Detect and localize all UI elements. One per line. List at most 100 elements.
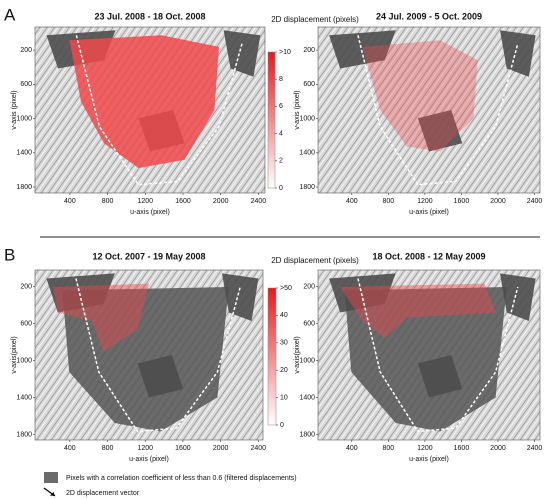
x-tick-label: 800 bbox=[102, 198, 114, 205]
x-axis-label: u-axis (pixel) bbox=[130, 209, 170, 216]
y-tick-label: 200 bbox=[20, 283, 32, 290]
x-tick-label: 2000 bbox=[213, 198, 229, 205]
x-tick-label: 2000 bbox=[490, 445, 506, 452]
colorbar bbox=[267, 287, 277, 426]
y-tick-label: 1800 bbox=[16, 184, 32, 191]
panel-letter: A bbox=[4, 5, 16, 24]
colorbar-tick-label: >50 bbox=[280, 285, 292, 292]
panel-letter: B bbox=[4, 245, 15, 264]
y-tick-label: 200 bbox=[20, 47, 32, 54]
x-axis-label: u-axis (pixel) bbox=[409, 209, 449, 216]
x-tick-label: 1200 bbox=[137, 198, 153, 205]
y-tick-label: 200 bbox=[303, 47, 315, 54]
map-frame bbox=[34, 269, 264, 441]
filtered-area bbox=[344, 287, 507, 432]
y-tick-label: 200 bbox=[303, 283, 315, 290]
map bbox=[34, 269, 264, 441]
x-tick-label: 2400 bbox=[527, 445, 543, 452]
map bbox=[317, 26, 541, 194]
filtered-area bbox=[329, 273, 396, 313]
map-title: 24 Jul. 2009 - 5 Oct. 2009 bbox=[376, 11, 482, 21]
colorbar-tick-label: >10 bbox=[279, 49, 291, 56]
filtered-area bbox=[222, 273, 259, 321]
y-tick-label: 1400 bbox=[16, 394, 32, 401]
x-tick-label: 2000 bbox=[213, 445, 229, 452]
map bbox=[34, 26, 266, 194]
map-title: 12 Oct. 2007 - 19 May 2008 bbox=[92, 251, 205, 261]
x-tick-label: 800 bbox=[383, 445, 395, 452]
filtered-area bbox=[46, 273, 115, 313]
y-axis-label: v-axis(pixel) bbox=[11, 336, 18, 373]
x-tick-label: 1200 bbox=[417, 198, 433, 205]
x-tick-label: 1600 bbox=[454, 445, 470, 452]
map-frame bbox=[317, 26, 541, 194]
y-tick-label: 1800 bbox=[299, 184, 315, 191]
colorbar-tick-label: 30 bbox=[280, 340, 288, 347]
boundary bbox=[357, 278, 519, 433]
y-axis-label: v-axis (pixel) bbox=[294, 90, 301, 129]
legend-label: Pixels with a correlation coefficient of… bbox=[66, 475, 297, 482]
y-tick-label: 1000 bbox=[299, 115, 315, 122]
colorbar-tick-label: 20 bbox=[280, 367, 288, 374]
legend-label: 2D displacement vector bbox=[66, 490, 140, 497]
filtered-area bbox=[329, 30, 396, 69]
colorbar-title: 2D displacement (pixels) bbox=[271, 256, 359, 265]
displacement-area bbox=[362, 40, 478, 152]
colorbar-tick-label: 2 bbox=[279, 158, 283, 165]
y-tick-label: 1400 bbox=[299, 150, 315, 157]
y-axis-label: v-axis(pixel) bbox=[294, 336, 301, 373]
colorbar-tick-label: 6 bbox=[279, 103, 283, 110]
map bbox=[317, 269, 541, 441]
x-tick-label: 1600 bbox=[175, 445, 191, 452]
filtered-area bbox=[62, 287, 229, 432]
legend-swatch bbox=[44, 472, 58, 483]
colorbar-tick-label: 40 bbox=[280, 312, 288, 319]
colorbar-tick-label: 8 bbox=[279, 76, 283, 83]
map-frame bbox=[34, 26, 266, 194]
boundary bbox=[357, 35, 519, 186]
x-tick-label: 800 bbox=[383, 198, 395, 205]
x-tick-label: 2400 bbox=[251, 198, 267, 205]
x-axis-label: u-axis (pixel) bbox=[129, 456, 169, 463]
colorbar-tick-label: 0 bbox=[280, 422, 284, 429]
x-tick-label: 400 bbox=[64, 198, 76, 205]
y-tick-label: 1800 bbox=[16, 431, 32, 438]
colorbar bbox=[267, 51, 276, 189]
y-axis-label: v-axis (pixel) bbox=[11, 90, 18, 129]
x-tick-label: 1200 bbox=[137, 445, 153, 452]
y-tick-label: 1400 bbox=[299, 394, 315, 401]
x-tick-label: 400 bbox=[64, 445, 76, 452]
filtered-area bbox=[223, 30, 261, 77]
y-tick-label: 1000 bbox=[16, 115, 32, 122]
x-axis-label: u-axis (pixel) bbox=[409, 456, 449, 463]
y-tick-label: 600 bbox=[303, 320, 315, 327]
map-frame bbox=[317, 269, 541, 441]
x-tick-label: 2000 bbox=[490, 198, 506, 205]
x-tick-label: 1200 bbox=[417, 445, 433, 452]
y-tick-label: 600 bbox=[20, 81, 32, 88]
boundary bbox=[75, 278, 241, 433]
filtered-area bbox=[500, 273, 536, 321]
y-tick-label: 1800 bbox=[299, 431, 315, 438]
x-tick-label: 1600 bbox=[454, 198, 470, 205]
x-tick-label: 400 bbox=[346, 445, 358, 452]
x-tick-label: 2400 bbox=[527, 198, 543, 205]
filtered-area bbox=[417, 355, 463, 398]
filtered-area bbox=[500, 30, 536, 77]
map-title: 23 Jul. 2008 - 18 Oct. 2008 bbox=[94, 11, 205, 21]
boundary bbox=[75, 35, 243, 186]
legend-arrow-head bbox=[50, 492, 55, 496]
y-tick-label: 600 bbox=[20, 320, 32, 327]
filtered-area bbox=[417, 110, 463, 152]
x-tick-label: 400 bbox=[346, 198, 358, 205]
colorbar-tick-label: 0 bbox=[279, 185, 283, 192]
y-tick-label: 600 bbox=[303, 81, 315, 88]
displacement-area bbox=[69, 35, 219, 169]
colorbar-tick-label: 10 bbox=[280, 394, 288, 401]
x-tick-label: 1600 bbox=[175, 198, 191, 205]
colorbar-title: 2D displacement (pixels) bbox=[271, 15, 359, 24]
y-tick-label: 1400 bbox=[16, 150, 32, 157]
displacement-area bbox=[53, 283, 150, 352]
x-tick-label: 2400 bbox=[251, 445, 267, 452]
